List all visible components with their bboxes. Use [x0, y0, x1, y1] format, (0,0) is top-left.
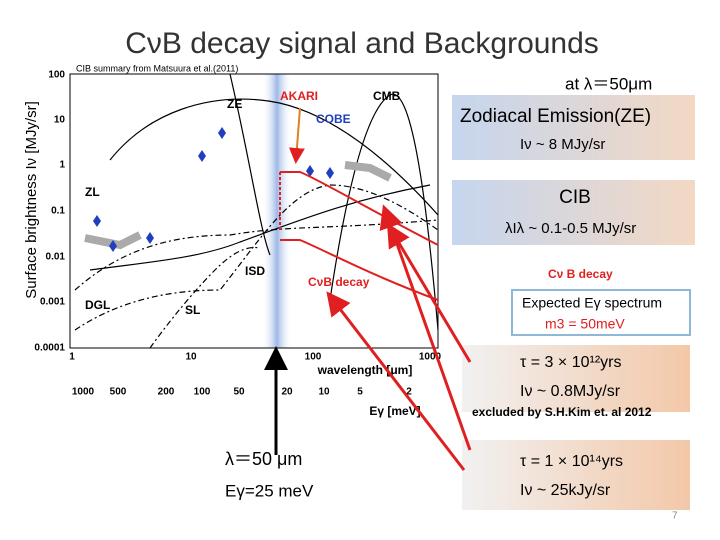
plot-label: COBE: [316, 112, 351, 126]
mass-text: m3 = 50meV: [545, 316, 625, 332]
plot-label: SL: [185, 303, 200, 317]
ze-box: [452, 95, 695, 160]
y-tick-label: 0.1: [51, 206, 65, 217]
plot-label: ISD: [245, 264, 265, 278]
case2-arrow: [326, 291, 466, 471]
cobe-points: [93, 127, 334, 252]
x2-tick-label: 200: [158, 387, 175, 398]
curve: [149, 246, 261, 349]
panel-heading: at λ＝50μm: [565, 74, 652, 93]
x2-tick-label: 20: [281, 387, 293, 398]
case2-tau: τ = 1 × 10¹⁴yrs: [520, 453, 623, 470]
ze-value: Iν ~ 8 MJy/sr: [520, 136, 605, 153]
x2-tick-label: 5: [357, 387, 363, 398]
case2-intensity: Iν ~ 25kJy/sr: [520, 482, 611, 499]
x-tick-label: 1: [69, 352, 75, 363]
axis-ticks: 100 10 1 0.1 0.01 0.001 0.0001 1 10 100 1000 1000 50…: [34, 70, 441, 398]
curve: [229, 73, 271, 256]
x-tick-label: 100: [305, 352, 322, 363]
x-tick-label: 1000: [419, 352, 442, 363]
cnb-curve-high: [280, 171, 439, 246]
x-tick-label: 10: [185, 352, 197, 363]
case1-tau: τ = 3 × 10¹²yrs: [520, 354, 621, 371]
ze-title: Zodiacal Emission(ZE): [460, 106, 651, 127]
plot-label: DGL: [85, 298, 110, 312]
spectrum-text: Expected Eγ spectrum: [522, 295, 662, 311]
case1-arrow: [379, 204, 472, 451]
cib-box: [452, 180, 695, 245]
plot-note: CIB summary from Matsuura et al.(2011): [76, 63, 238, 73]
cnb-title: Cν B decay: [548, 267, 613, 281]
y-tick-label: 10: [54, 115, 66, 126]
case1-note: excluded by S.H.Kim et. al 2012: [472, 405, 652, 419]
x2-tick-label: 2: [406, 387, 412, 398]
cib-value: λIλ ~ 0.1-0.5 MJy/sr: [505, 220, 636, 237]
slide-title: CνB decay signal and Backgrounds: [125, 27, 599, 60]
x2-axis-label: Eγ [meV]: [369, 404, 420, 418]
plot-frame: [69, 73, 439, 349]
y-tick-label: 1: [59, 160, 65, 171]
curve: [74, 184, 439, 331]
spectrum-box: [511, 289, 691, 336]
y-tick-label: 0.0001: [34, 343, 65, 354]
y-tick-label: 0.01: [46, 252, 66, 263]
x-axis-label: wavelength [μm]: [317, 363, 413, 377]
case1-arrow: [386, 222, 472, 363]
curve: [89, 184, 431, 271]
curve: [74, 219, 439, 291]
plot-label: AKARI: [280, 89, 318, 103]
data-band: [344, 161, 392, 182]
case1-intensity: Iν ~ 0.8MJy/sr: [520, 383, 621, 400]
y-axis-label: Surface brightness Iν [MJy/sr]: [23, 101, 40, 299]
x2-tick-label: 50: [233, 387, 245, 398]
akari-arrow: [288, 107, 305, 164]
y-tick-label: 0.001: [40, 297, 65, 308]
plot-label: ZE: [227, 97, 242, 111]
plot-label: CνB decay: [308, 275, 370, 289]
plot-label: ZL: [85, 185, 100, 199]
energy-annotation: Eγ=25 meV: [225, 481, 314, 500]
x2-tick-label: 10: [318, 387, 330, 398]
cib-title: CIB: [559, 187, 591, 208]
page-number: 7: [672, 511, 678, 522]
x2-tick-label: 100: [194, 387, 211, 398]
wavelength-annotation: λ＝50 μm: [225, 449, 302, 469]
case2-box: [462, 440, 690, 510]
x2-tick-label: 1000: [72, 387, 95, 398]
y-tick-label: 100: [48, 70, 65, 81]
plot-label: CMB: [373, 89, 401, 103]
highlight-band: [262, 74, 292, 348]
x2-tick-label: 500: [110, 387, 127, 398]
data-band: [84, 231, 142, 250]
ze-curve: [109, 98, 439, 216]
cmb-curve: [329, 93, 439, 331]
case1-box: [462, 345, 690, 412]
